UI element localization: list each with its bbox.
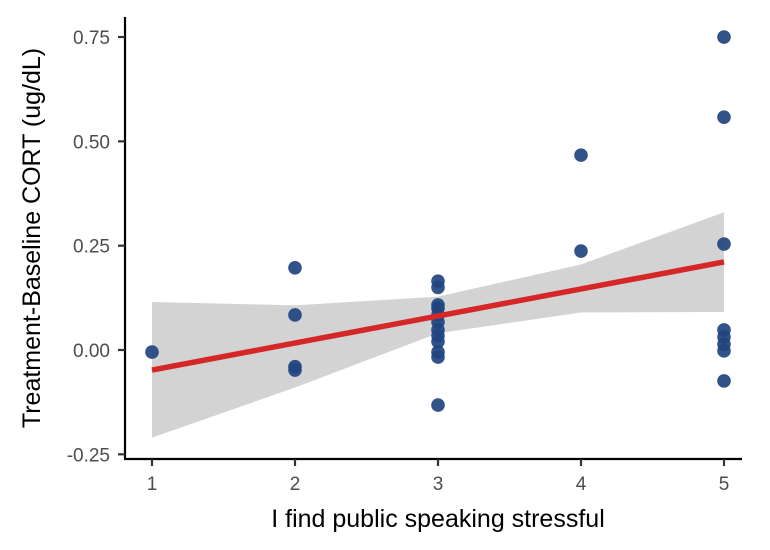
- data-point: [717, 237, 731, 251]
- data-point: [431, 280, 445, 295]
- y-tick-label: 0.00: [73, 341, 110, 362]
- x-tick-label: 2: [290, 474, 301, 495]
- data-point: [717, 344, 731, 358]
- data-point: [431, 398, 445, 412]
- y-axis-title: Treatment-Baseline CORT (ug/dL): [18, 48, 46, 428]
- x-axis-title: I find public speaking stressful: [271, 505, 605, 533]
- data-points: [145, 30, 731, 412]
- data-point: [431, 334, 445, 349]
- data-point: [288, 260, 302, 275]
- data-point: [574, 244, 588, 258]
- x-tick-label: 5: [719, 474, 730, 495]
- data-point: [145, 345, 159, 359]
- x-axis-ticks: 1 2 3 4 5: [147, 459, 730, 495]
- data-point: [431, 350, 445, 364]
- x-tick-label: 4: [576, 474, 587, 495]
- y-tick-label: 0.50: [73, 132, 110, 153]
- data-point: [288, 308, 302, 322]
- x-tick-label: 3: [433, 474, 444, 495]
- x-tick-label: 1: [147, 474, 158, 495]
- y-tick-label: 0.75: [73, 28, 110, 49]
- y-axis-ticks: -0.25 0.00 0.25 0.50 0.75: [67, 28, 125, 466]
- y-tick-label: 0.25: [73, 237, 110, 258]
- regression-line: [151, 259, 725, 373]
- data-point: [574, 148, 588, 162]
- data-point: [717, 30, 731, 44]
- data-point: [288, 363, 302, 377]
- data-point: [717, 374, 731, 388]
- y-tick-label: -0.25: [67, 445, 110, 466]
- data-point: [717, 110, 731, 124]
